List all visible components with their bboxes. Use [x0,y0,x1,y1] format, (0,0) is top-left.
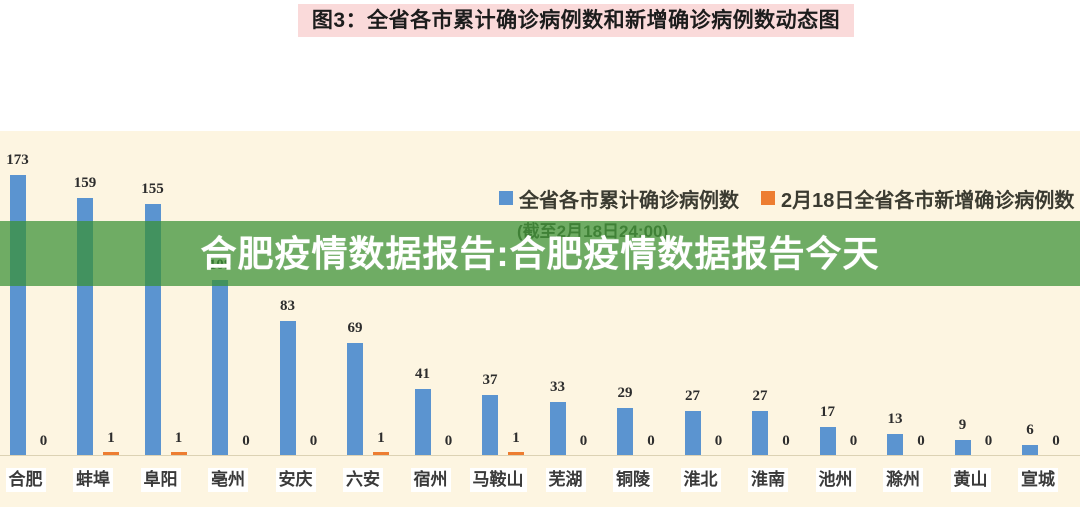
category-label: 马鞍山 [469,468,527,492]
category-label: 淮北 [680,468,721,492]
category-label: 池州 [815,468,856,492]
cumulative-bar [9,175,26,455]
category-label-wrap: 芜湖 [531,468,601,492]
category-label-wrap: 安庆 [261,468,331,492]
category-label: 蚌埠 [73,468,113,492]
cumulative-value-label: 13 [887,411,903,427]
category-label: 亳州 [208,468,248,492]
category-label: 宿州 [410,468,451,492]
cumulative-bar [819,427,836,455]
cumulative-bar [279,321,296,455]
category-label-wrap: 宿州 [396,468,466,492]
new-cases-value-label: 0 [917,433,925,449]
category-label: 黄山 [950,468,991,492]
category-label-wrap: 六安 [328,468,398,492]
cumulative-bar [752,411,768,455]
legend-label-cumulative: 全省各市累计确诊病例数 [519,189,739,212]
category-label-wrap: 阜阳 [126,468,196,492]
new-cases-value-label: 0 [849,433,858,449]
cumulative-value-label: 155 [141,181,164,197]
new-cases-value-label: 0 [647,433,655,449]
cumulative-bar [549,402,566,455]
cumulative-bar [347,343,363,455]
watermark-band [0,221,1080,286]
new-cases-value-label: 1 [107,430,115,446]
category-label: 阜阳 [140,468,181,492]
figure-title: 图3：全省各市累计确诊病例数和新增确诊病例数动态图 [311,9,841,32]
new-cases-value-label: 1 [512,430,520,446]
category-label-wrap: 滁州 [868,468,938,492]
cumulative-bar [1022,445,1038,455]
category-label-wrap: 蚌埠 [58,468,128,492]
cumulative-value-label: 33 [550,379,565,395]
cumulative-value-label: 69 [347,320,363,336]
cumulative-value-label: 37 [482,372,498,388]
new-cases-bar [170,452,187,455]
category-label-wrap: 铜陵 [598,468,668,492]
new-cases-value-label: 0 [444,433,453,449]
category-label-wrap: 池州 [801,468,871,492]
new-cases-bar [103,452,119,455]
new-cases-bar [373,452,389,455]
overlay-title: 合肥疫情数据报告:合肥疫情数据报告今天 [200,233,880,274]
new-cases-value-label: 0 [782,433,790,449]
new-cases-value-label: 0 [242,433,250,449]
category-label: 六安 [343,468,383,492]
new-cases-value-label: 0 [579,433,588,449]
category-label: 合肥 [5,468,46,492]
category-label: 滁州 [883,468,923,492]
new-cases-value-label: 0 [309,433,318,449]
legend-swatch-new [761,191,775,205]
category-label: 安庆 [275,468,316,492]
cumulative-bar [617,408,633,455]
chart-legend: 全省各市累计确诊病例数 2月18日全省各市新增确诊病例数 [499,189,1074,212]
new-cases-value-label: 0 [39,433,48,449]
category-label: 淮南 [748,468,788,492]
cumulative-bar [684,411,701,455]
category-label-wrap: 亳州 [193,468,263,492]
legend-swatch-cumulative [499,191,513,205]
category-label-wrap: 合肥 [0,468,61,492]
cumulative-bar [954,440,971,455]
category-label-wrap: 淮北 [666,468,736,492]
cumulative-bar [212,280,228,455]
legend-label-new: 2月18日全省各市新增确诊病例数 [781,189,1075,212]
category-label-wrap: 宣城 [1003,468,1073,492]
new-cases-value-label: 0 [984,433,993,449]
cumulative-value-label: 29 [617,385,633,401]
cumulative-value-label: 27 [685,388,700,404]
category-label: 宣城 [1018,468,1058,492]
category-label-wrap: 黄山 [936,468,1006,492]
figure-title-banner: 图3：全省各市累计确诊病例数和新增确诊病例数动态图 [298,4,854,37]
new-cases-value-label: 0 [714,433,723,449]
cumulative-value-label: 9 [958,417,967,433]
category-label-wrap: 马鞍山 [463,468,533,492]
cumulative-value-label: 27 [752,388,768,404]
cumulative-bar [482,395,498,455]
cumulative-bar [414,389,431,455]
bar-chart: 全省各市累计确诊病例数 2月18日全省各市新增确诊病例数 (截至2月18日24:… [0,131,1080,507]
cumulative-value-label: 159 [73,175,97,191]
category-label-wrap: 淮南 [733,468,803,492]
cumulative-value-label: 41 [415,366,430,382]
new-cases-value-label: 0 [1052,433,1060,449]
cumulative-value-label: 17 [820,404,835,420]
x-axis-line [0,455,1080,456]
cumulative-value-label: 173 [6,152,29,168]
category-label: 铜陵 [613,468,653,492]
cumulative-bar [887,434,903,455]
new-cases-value-label: 1 [377,430,385,446]
category-label: 芜湖 [545,468,586,492]
cumulative-value-label: 6 [1026,422,1034,438]
cumulative-value-label: 83 [280,298,295,314]
new-cases-value-label: 1 [174,430,183,446]
new-cases-bar [508,452,524,455]
